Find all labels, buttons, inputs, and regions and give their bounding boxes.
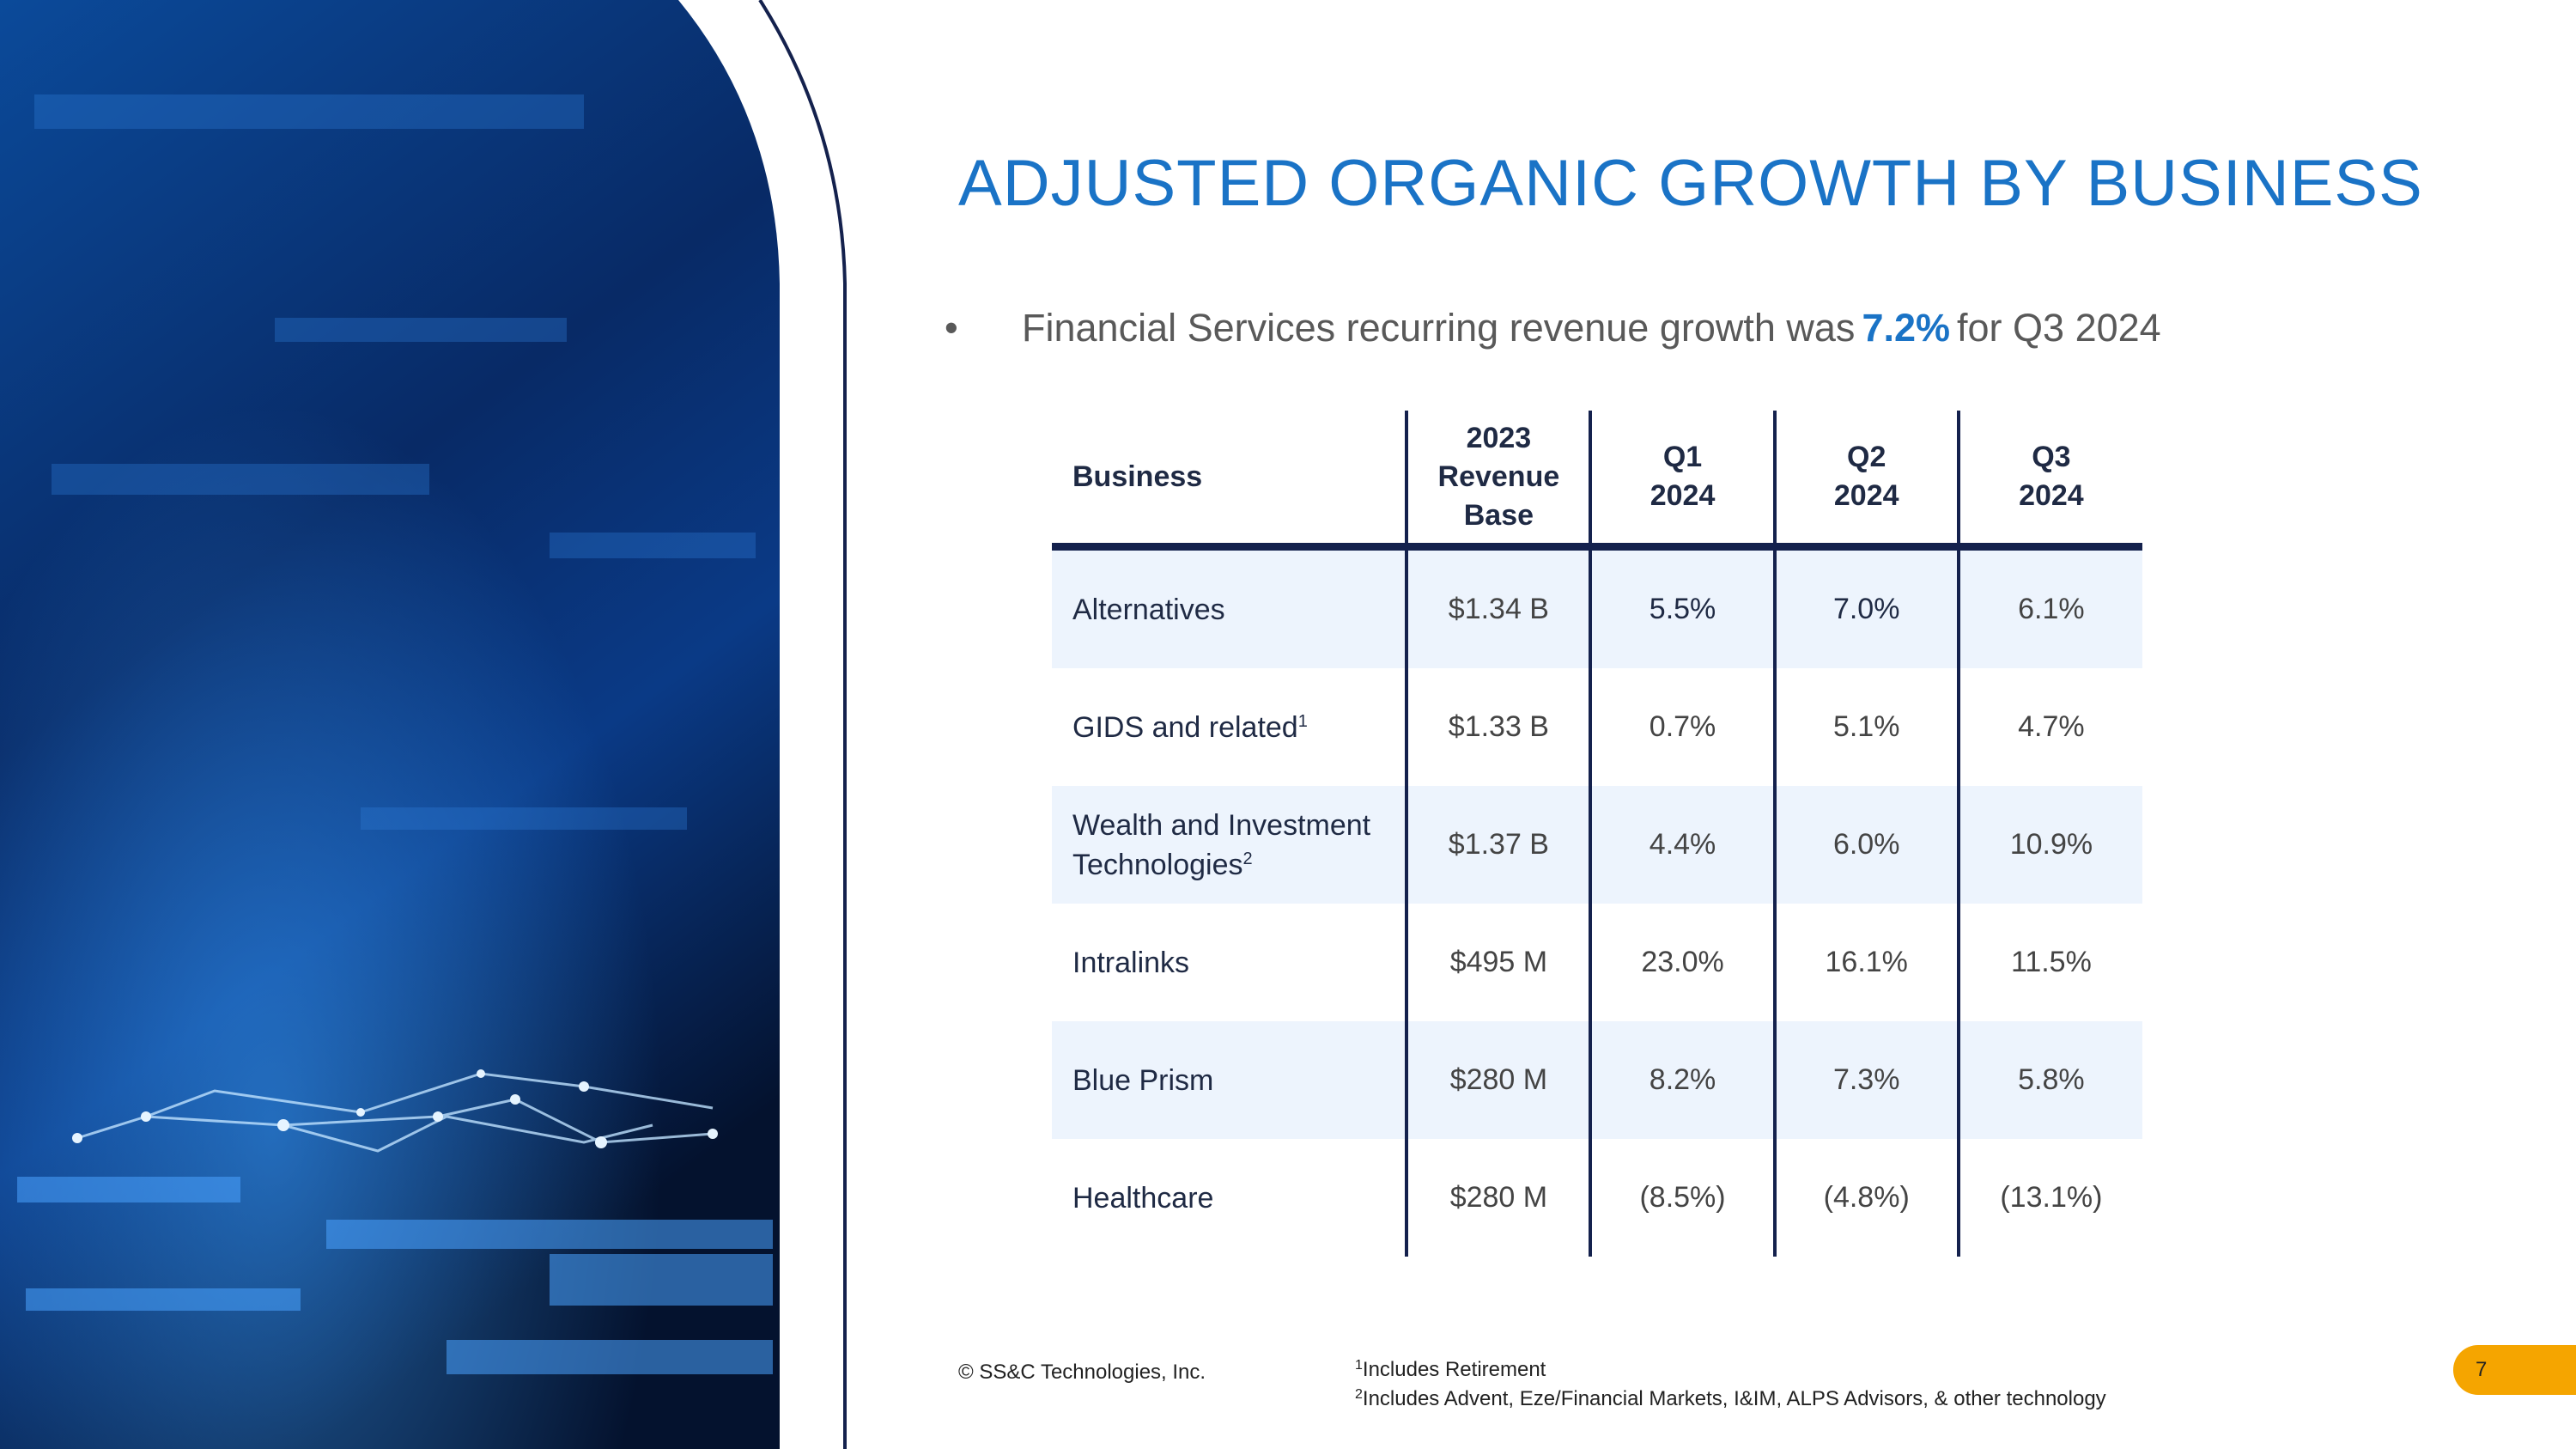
table-row: Healthcare $280 M (8.5%) (4.8%) (13.1%)	[1052, 1139, 2142, 1257]
hero-graphic	[0, 0, 780, 1449]
bullet-suffix: for Q3 2024	[1957, 306, 2161, 350]
footnote-1: 1Includes Retirement	[1355, 1358, 1546, 1381]
table-row: Intralinks $495 M 23.0% 16.1% 11.5%	[1052, 904, 2142, 1021]
revenue-base: $495 M	[1405, 904, 1591, 1021]
bullet-icon: •	[945, 306, 958, 350]
divider-curve	[758, 0, 847, 1449]
q3-growth: 11.5%	[1956, 904, 2142, 1021]
business-name: Healthcare	[1072, 1181, 1214, 1215]
table-header-row: Business 2023 Revenue Base Q1 2024 Q2 20…	[1052, 411, 2142, 551]
summary-bullet: • Financial Services recurring revenue g…	[945, 302, 2161, 354]
revenue-base: $1.33 B	[1405, 668, 1591, 786]
page-number: 7	[2476, 1358, 2488, 1381]
q2-growth: 16.1%	[1772, 904, 1959, 1021]
revenue-base: $1.34 B	[1405, 546, 1591, 668]
q3-growth: 10.9%	[1956, 786, 2142, 904]
page-number-badge: 7	[2453, 1345, 2576, 1395]
q1-growth: 23.0%	[1589, 904, 1775, 1021]
q3-growth: 4.7%	[1956, 668, 2142, 786]
growth-table: Business 2023 Revenue Base Q1 2024 Q2 20…	[1052, 411, 2142, 1257]
bullet-highlight: 7.2%	[1862, 306, 1951, 350]
header-revenue-base: 2023 Revenue Base	[1405, 411, 1591, 551]
business-name: Intralinks	[1072, 946, 1190, 979]
header-q2: Q2 2024	[1772, 411, 1959, 551]
q3-growth: 5.8%	[1956, 1021, 2142, 1139]
page-title: ADJUSTED ORGANIC GROWTH BY BUSINESS	[958, 147, 2423, 220]
footnote-marker: 1	[1297, 711, 1308, 731]
business-name: Blue Prism	[1052, 1021, 1407, 1139]
business-name: GIDS and related1	[1072, 710, 1308, 744]
q2-growth: 6.0%	[1772, 786, 1959, 904]
q2-growth: 7.3%	[1772, 1021, 1959, 1139]
business-name: Alternatives	[1052, 546, 1407, 668]
q2-growth: 5.1%	[1772, 668, 1959, 786]
header-q1: Q1 2024	[1589, 411, 1775, 551]
footnote-marker: 2	[1242, 849, 1253, 868]
header-business: Business	[1052, 411, 1407, 551]
table-row: GIDS and related1 $1.33 B 0.7% 5.1% 4.7%	[1052, 668, 2142, 786]
bullet-prefix: Financial Services recurring revenue gro…	[1022, 306, 1856, 350]
hero-image	[0, 0, 781, 1449]
revenue-base: $280 M	[1405, 1021, 1591, 1139]
q1-growth: 0.7%	[1589, 668, 1775, 786]
table-row: Blue Prism $280 M 8.2% 7.3% 5.8%	[1052, 1021, 2142, 1139]
table-row: Wealth and Investment Technologies2 $1.3…	[1052, 786, 2142, 904]
business-name: Wealth and Investment Technologies2	[1052, 786, 1407, 904]
q2-growth: (4.8%)	[1772, 1139, 1959, 1257]
header-q3: Q3 2024	[1956, 411, 2142, 551]
table-row: Alternatives $1.34 B 5.5% 7.0% 6.1%	[1052, 546, 2142, 668]
copyright-text: © SS&C Technologies, Inc.	[958, 1361, 1206, 1384]
footnote-2: 2Includes Advent, Eze/Financial Markets,…	[1355, 1387, 2106, 1410]
q2-growth: 7.0%	[1772, 546, 1959, 668]
q1-growth: (8.5%)	[1589, 1139, 1775, 1257]
revenue-base: $280 M	[1405, 1139, 1591, 1257]
q1-growth: 4.4%	[1589, 786, 1775, 904]
q3-growth: 6.1%	[1956, 546, 2142, 668]
footnotes: 1Includes Retirement 2Includes Advent, E…	[1355, 1355, 2106, 1414]
q1-growth: 5.5%	[1589, 546, 1775, 668]
q1-growth: 8.2%	[1589, 1021, 1775, 1139]
revenue-base: $1.37 B	[1405, 786, 1591, 904]
q3-growth: (13.1%)	[1956, 1139, 2142, 1257]
